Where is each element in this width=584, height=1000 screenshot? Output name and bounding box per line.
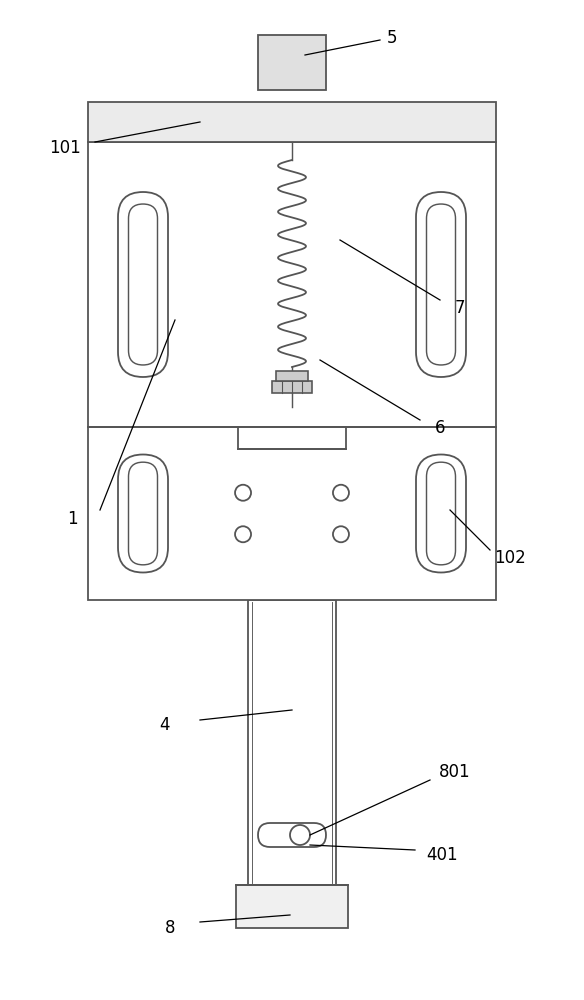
Bar	[236, 885, 348, 928]
Text: 401: 401	[426, 846, 458, 864]
FancyBboxPatch shape	[258, 823, 326, 847]
Circle shape	[290, 825, 310, 845]
Bar	[88, 427, 496, 600]
Text: 8: 8	[165, 919, 175, 937]
FancyBboxPatch shape	[426, 204, 456, 365]
Bar	[258, 35, 326, 90]
Text: 102: 102	[494, 549, 526, 567]
Bar	[248, 600, 336, 885]
Text: 4: 4	[160, 716, 171, 734]
Bar	[272, 381, 312, 393]
FancyBboxPatch shape	[416, 192, 466, 377]
FancyBboxPatch shape	[128, 204, 158, 365]
Bar	[88, 102, 496, 142]
Text: 6: 6	[434, 419, 445, 437]
Bar	[238, 427, 346, 449]
Bar	[88, 142, 496, 427]
FancyBboxPatch shape	[118, 454, 168, 572]
Text: 7: 7	[455, 299, 465, 317]
FancyBboxPatch shape	[128, 462, 158, 565]
Bar	[276, 371, 308, 381]
Circle shape	[333, 485, 349, 501]
Circle shape	[235, 485, 251, 501]
Text: 1: 1	[67, 510, 77, 528]
FancyBboxPatch shape	[426, 462, 456, 565]
Text: 801: 801	[439, 763, 471, 781]
Circle shape	[235, 526, 251, 542]
FancyBboxPatch shape	[416, 454, 466, 572]
Text: 101: 101	[49, 139, 81, 157]
Text: 5: 5	[387, 29, 397, 47]
Circle shape	[333, 526, 349, 542]
FancyBboxPatch shape	[118, 192, 168, 377]
